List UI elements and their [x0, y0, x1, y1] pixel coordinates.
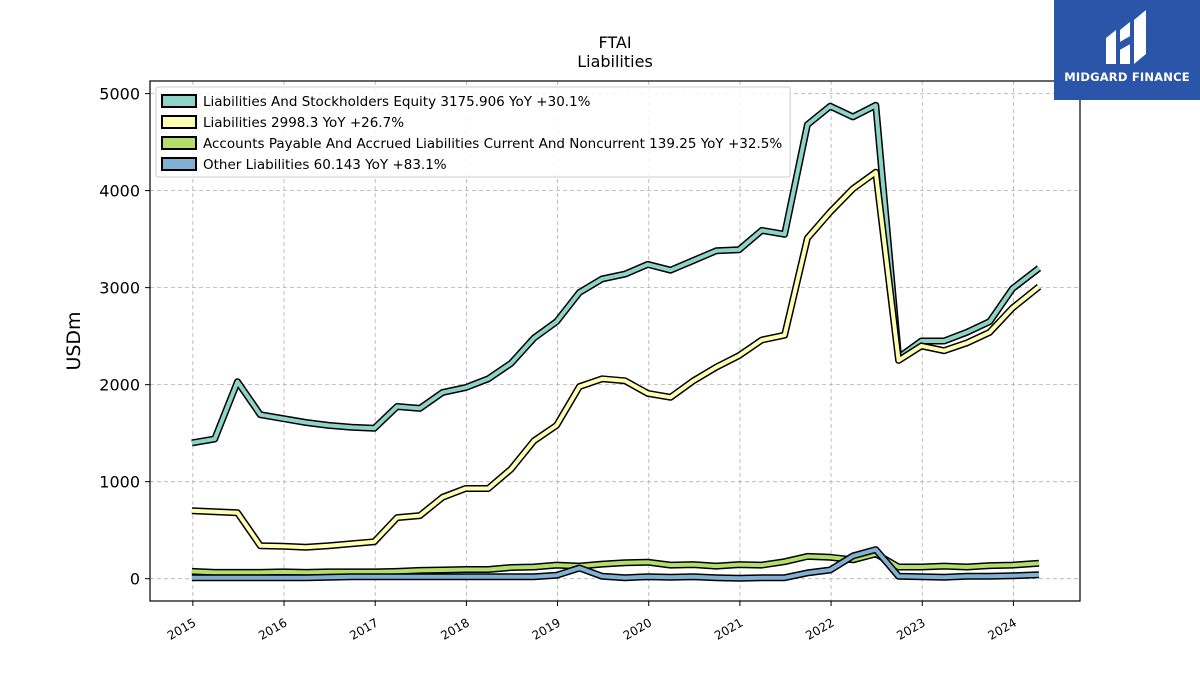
y-axis-label: USDm [63, 311, 85, 370]
legend-label: Other Liabilities 60.143 YoY +83.1% [203, 157, 447, 173]
x-tick-label: 2021 [712, 615, 745, 642]
plot-frame [149, 80, 1081, 602]
x-tick-label: 2024 [985, 615, 1018, 642]
series-line [191, 547, 1040, 581]
legend-swatch [161, 157, 197, 171]
x-tick-label: 2018 [438, 615, 471, 642]
legend-swatch [161, 136, 197, 150]
x-tick-label: 2016 [256, 615, 289, 642]
series-line [191, 551, 1040, 575]
midgard-logo-icon [1106, 10, 1146, 64]
legend-swatch [161, 115, 197, 129]
x-tick-label: 2022 [803, 615, 836, 642]
chart-title: FTAI [598, 33, 631, 52]
chart-subtitle: Liabilities [577, 52, 653, 71]
midgard-finance-logo: MIDGARD FINANCE [1054, 0, 1200, 100]
y-tick-label: 4000 [99, 182, 140, 201]
x-tick-label: 2020 [621, 615, 654, 642]
legend-label: Liabilities And Stockholders Equity 3175… [203, 94, 591, 110]
y-tick-label: 2000 [99, 376, 140, 395]
y-tick-label: 5000 [99, 85, 140, 104]
y-tick-label: 0 [130, 570, 140, 589]
x-tick-label: 2023 [894, 615, 927, 642]
legend-box [155, 86, 791, 178]
legend-swatch [161, 94, 197, 108]
legend-label: Accounts Payable And Accrued Liabilities… [203, 136, 782, 152]
y-tick-label: 3000 [99, 279, 140, 298]
x-tick-label: 2017 [347, 615, 380, 642]
legend-label: Liabilities 2998.3 YoY +26.7% [203, 115, 404, 131]
series-line [191, 170, 1041, 550]
series-outline [191, 168, 1042, 551]
series-layer [191, 101, 1042, 582]
legend: Liabilities And Stockholders Equity 3175… [155, 86, 791, 178]
x-tick-label: 2019 [530, 615, 563, 642]
y-tick-label: 1000 [99, 473, 140, 492]
x-tick-label: 2015 [165, 615, 198, 642]
logo-text: MIDGARD FINANCE [1064, 70, 1190, 84]
